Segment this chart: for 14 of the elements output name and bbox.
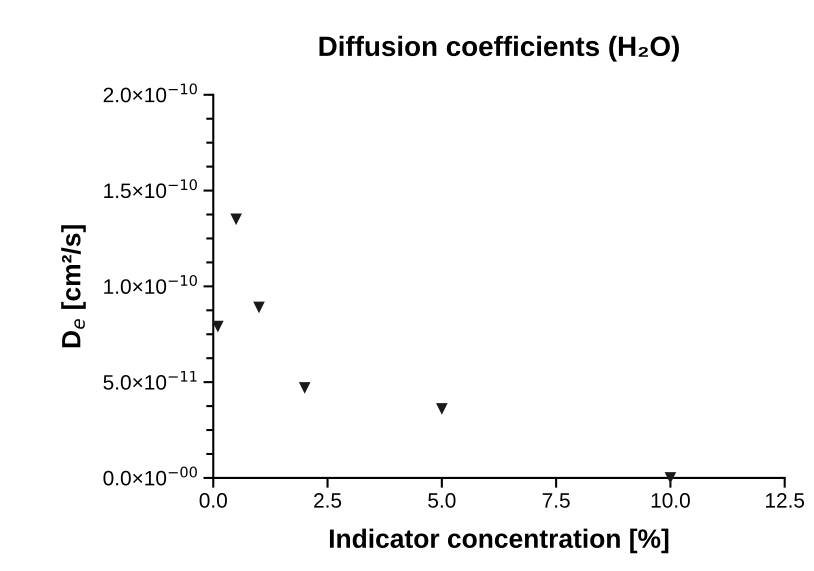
x-tick-label: 7.5: [542, 493, 570, 508]
y-axis-title: D$_{e}$ [cm²/s]: [61, 225, 86, 348]
y-tick-label: 0.0×10$^{−00}$: [103, 466, 197, 486]
x-tick-label: 10.0: [652, 493, 690, 508]
y-tick-label: 5.0×10$^{−11}$: [103, 370, 197, 390]
x-tick-label: 12.5: [766, 493, 804, 508]
x-tick-label: 2.5: [314, 493, 342, 508]
x-axis-title: Indicator concentration [%]: [330, 528, 668, 554]
y-tick-label: 2.0×10$^{−10}$: [104, 83, 197, 102]
x-tick-label: 0.0: [200, 493, 227, 508]
x-tick-label: 5.0: [428, 493, 456, 508]
y-tick-label: 1.0×10$^{−10}$: [104, 274, 197, 294]
y-tick-label: 1.5×10$^{−10}$: [104, 179, 197, 198]
chart-title: Diffusion coefficients (H₂O): [320, 36, 679, 62]
